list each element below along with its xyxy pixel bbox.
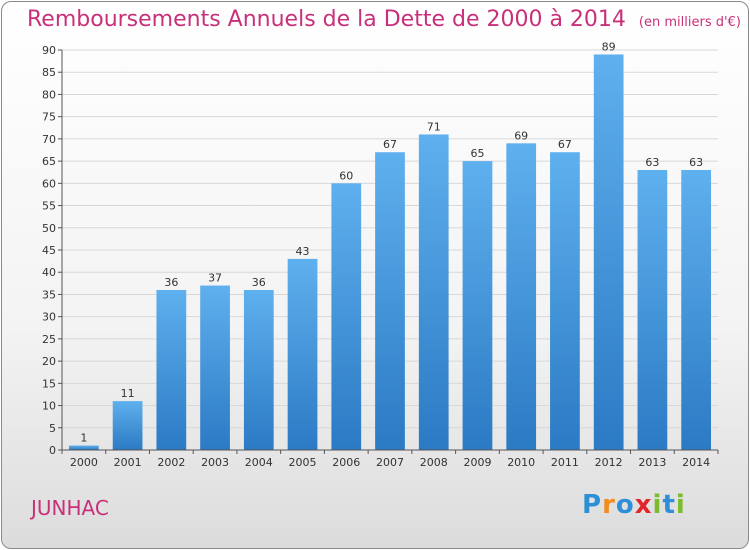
x-tick-label: 2007 bbox=[376, 456, 404, 469]
brand-letter: t bbox=[662, 490, 676, 520]
chart-title: Remboursements Annuels de la Dette de 20… bbox=[27, 7, 741, 32]
brand-letter: i bbox=[675, 490, 686, 520]
y-axis: 0 5 10 15 20 25 30 35 40 45 50 55 60 65 70 75 80 85 90 bbox=[42, 44, 63, 457]
y-tick-label: 75 bbox=[42, 111, 56, 124]
x-tick-label: 2010 bbox=[507, 456, 535, 469]
bar bbox=[593, 54, 624, 450]
y-tick-label: 15 bbox=[42, 377, 56, 390]
y-tick-label: 5 bbox=[49, 422, 56, 435]
y-tick-label: 40 bbox=[42, 266, 56, 279]
bar-value-label: 36 bbox=[164, 276, 178, 289]
bar-value-label: 67 bbox=[383, 138, 397, 151]
x-tick-label: 2004 bbox=[245, 456, 273, 469]
brand-letter: x bbox=[634, 490, 653, 520]
y-tick-label: 20 bbox=[42, 355, 56, 368]
bar bbox=[637, 170, 668, 450]
y-tick-label: 50 bbox=[42, 222, 56, 235]
bar-value-label: 11 bbox=[121, 387, 135, 400]
x-tick-label: 2003 bbox=[201, 456, 229, 469]
x-tick-label: 2012 bbox=[595, 456, 623, 469]
bar bbox=[112, 401, 143, 450]
y-tick-label: 65 bbox=[42, 155, 56, 168]
bar bbox=[681, 170, 712, 450]
bar-value-label: 63 bbox=[689, 156, 703, 169]
chart-subtitle: (en milliers d'€) bbox=[638, 15, 741, 30]
brand-letter: r bbox=[602, 490, 616, 520]
x-tick-label: 2001 bbox=[114, 456, 142, 469]
brand-letter: o bbox=[615, 490, 635, 520]
y-tick-label: 0 bbox=[49, 444, 56, 457]
bar bbox=[200, 285, 230, 450]
y-tick-label: 10 bbox=[42, 400, 56, 413]
x-tick-label: 2009 bbox=[463, 456, 491, 469]
y-tick-label: 30 bbox=[42, 311, 56, 324]
bar bbox=[462, 161, 493, 450]
x-tick-label: 2013 bbox=[638, 456, 666, 469]
bar-value-label: 69 bbox=[514, 129, 528, 142]
x-tick-label: 2014 bbox=[682, 456, 710, 469]
bar-value-label: 43 bbox=[296, 245, 310, 258]
x-tick-label: 2000 bbox=[70, 456, 98, 469]
chart-title-text: Remboursements Annuels de la Dette de 20… bbox=[27, 7, 626, 32]
bar-value-label: 60 bbox=[339, 169, 353, 182]
y-tick-label: 80 bbox=[42, 88, 56, 101]
bar-value-label: 36 bbox=[252, 276, 266, 289]
x-tick-label: 2011 bbox=[551, 456, 579, 469]
y-tick-label: 90 bbox=[42, 44, 56, 57]
x-tick-label: 2002 bbox=[157, 456, 185, 469]
x-axis: 2000 2001 2002 2003 2004 2005 2006 2007 2008 2009… bbox=[61, 449, 719, 469]
brand-letter: P bbox=[582, 490, 603, 520]
bar-value-label: 67 bbox=[558, 138, 572, 151]
bar bbox=[331, 183, 362, 451]
y-tick-label: 45 bbox=[42, 244, 56, 257]
y-tick-label: 70 bbox=[42, 133, 56, 146]
y-tick-label: 60 bbox=[42, 177, 56, 190]
x-tick-label: 2005 bbox=[289, 456, 317, 469]
bar bbox=[506, 143, 537, 451]
bar-value-label: 1 bbox=[80, 432, 87, 445]
bar bbox=[550, 152, 580, 450]
bar-value-label: 63 bbox=[645, 156, 659, 169]
bar bbox=[287, 258, 318, 450]
city-name: JUNHAC bbox=[31, 496, 109, 520]
x-tick-label: 2008 bbox=[420, 456, 448, 469]
y-tick-label: 35 bbox=[42, 288, 56, 301]
bar-value-label: 65 bbox=[470, 147, 484, 160]
bar-value-label: 37 bbox=[208, 272, 222, 285]
brand-logo: Proxiti bbox=[582, 490, 686, 520]
bar bbox=[375, 152, 405, 450]
bar bbox=[243, 290, 274, 450]
bar-value-label: 89 bbox=[602, 40, 616, 53]
brand-letter: i bbox=[652, 490, 663, 520]
bar bbox=[156, 290, 187, 450]
bar-value-label: 71 bbox=[427, 120, 441, 133]
y-tick-label: 55 bbox=[42, 200, 56, 213]
x-tick-label: 2006 bbox=[332, 456, 360, 469]
bar bbox=[418, 134, 449, 450]
y-tick-label: 85 bbox=[42, 66, 56, 79]
bar bbox=[68, 445, 99, 450]
y-tick-label: 25 bbox=[42, 333, 56, 346]
